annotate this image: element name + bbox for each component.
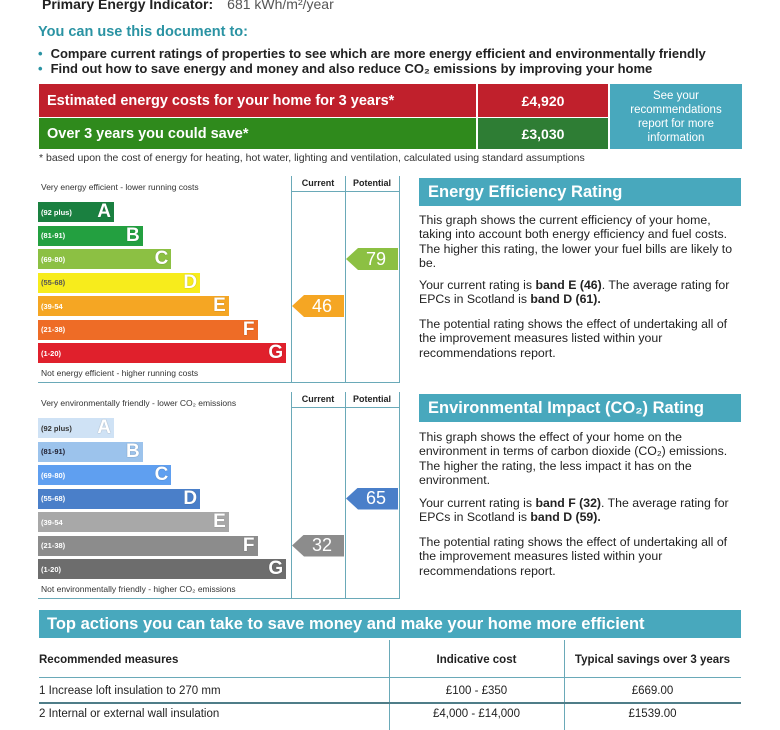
band-range: (92 plus): [41, 423, 72, 433]
band-d: (55-68) D: [38, 487, 201, 509]
ei-potential-note: The potential rating shows the effect of…: [419, 535, 728, 578]
band-range: (81-91): [41, 231, 66, 240]
current-rating-arrow: 46: [292, 295, 344, 317]
potential-rating-arrow: 65: [346, 487, 398, 510]
band-b: (81-91) B: [38, 224, 143, 246]
band-b: (81-91) B: [38, 440, 143, 462]
potential-column-header: Potential: [352, 178, 391, 188]
band-a: (92 plus) A: [38, 201, 114, 222]
table-row: 1 Increase loft insulation to 270 mm £100…: [39, 685, 674, 697]
savings-label: Over 3 years you could save*: [39, 118, 476, 149]
band-letter: B: [125, 224, 140, 246]
band-e: (39-54 E: [38, 511, 229, 532]
band-range: (39-54: [41, 301, 63, 311]
top-actions-banner: Top actions you can take to save money a…: [39, 610, 741, 638]
band-range: (92 plus): [41, 207, 72, 217]
chart-divider: [345, 176, 346, 382]
band-range: (1-20): [41, 564, 62, 574]
band-letter: C: [154, 248, 169, 269]
use-document-heading: You can use this document to:: [38, 24, 248, 40]
environmental-impact-chart: Current Potential Very environmentally fri…: [38, 392, 400, 599]
bottom-caption: Not environmentally friendly - higher CO…: [41, 584, 236, 594]
band-c: (69-80) C: [38, 248, 172, 269]
band-e: (39-54 E: [38, 295, 229, 316]
table-row: 2 Internal or external wall insulation £4…: [39, 708, 677, 720]
band-letter: G: [268, 558, 284, 579]
band-f: (21-38) F: [38, 534, 258, 556]
footnote: * based upon the cost of energy for heat…: [39, 152, 585, 164]
band-letter: F: [242, 534, 255, 556]
band-g: (1-20) G: [38, 342, 287, 363]
band-a: (92 plus) A: [38, 417, 114, 438]
energy-efficiency-heading: Energy Efficiency Rating: [419, 178, 741, 206]
see-recommendations-note[interactable]: See your recommendations report for more…: [610, 84, 742, 149]
chart-divider: [399, 392, 400, 598]
chart-divider: [291, 176, 292, 382]
band-letter: E: [213, 511, 226, 532]
band-letter: D: [183, 487, 198, 509]
current-column-header: Current: [301, 394, 335, 404]
ee-current-rating: Your current rating is band E (46). The …: [419, 278, 730, 307]
top-caption: Very energy efficient - lower running co…: [41, 182, 199, 192]
band-letter: C: [154, 464, 169, 485]
band-range: (39-54: [41, 517, 63, 527]
estimated-costs-value: £4,920: [478, 84, 608, 117]
bullet-item: • Find out how to save energy and money a…: [38, 61, 653, 76]
band-f: (21-38) F: [38, 318, 258, 340]
bullet-item: • Compare current ratings of properties t…: [38, 46, 706, 61]
band-letter: D: [183, 271, 198, 293]
band-d: (55-68) D: [38, 271, 201, 293]
energy-efficiency-chart: Current Potential Very energy efficient - …: [38, 176, 400, 383]
bottom-caption: Not energy efficient - higher running co…: [41, 368, 199, 378]
band-range: (21-38): [41, 541, 66, 550]
potential-rating-arrow: 79: [346, 248, 398, 270]
band-letter: B: [125, 440, 140, 462]
band-range: (81-91): [41, 447, 66, 456]
ee-description: This graph shows the current efficiency …: [419, 213, 733, 270]
band-range: (69-80): [41, 470, 66, 480]
band-letter: E: [213, 295, 226, 316]
ei-current-rating: Your current rating is band F (32). The …: [419, 496, 729, 525]
band-range: (55-68): [41, 278, 66, 287]
header-divider: [291, 407, 400, 408]
band-letter: A: [97, 417, 111, 438]
environmental-impact-heading: Environmental Impact (CO₂) Rating: [419, 394, 741, 422]
band-letter: A: [97, 201, 111, 222]
current-rating-arrow: 32: [292, 534, 344, 557]
band-range: (69-80): [41, 254, 66, 264]
chart-divider: [345, 392, 346, 598]
band-letter: G: [268, 342, 284, 363]
table-header: Recommended measures Indicative cost Typic…: [39, 654, 731, 666]
current-column-header: Current: [301, 178, 335, 188]
band-g: (1-20) G: [38, 558, 287, 579]
savings-value: £3,030: [478, 118, 608, 149]
ei-description: This graph shows the effect of your home…: [419, 430, 728, 487]
header-divider: [291, 191, 400, 192]
estimated-costs-label: Estimated energy costs for your home for…: [39, 84, 476, 117]
ee-potential-note: The potential rating shows the effect of…: [419, 317, 728, 360]
top-caption: Very environmentally friendly - lower CO…: [41, 398, 237, 408]
band-range: (21-38): [41, 325, 66, 334]
chart-divider: [291, 392, 292, 598]
potential-column-header: Potential: [352, 394, 391, 404]
chart-divider: [399, 176, 400, 382]
primary-energy-indicator: Primary Energy Indicator: 681 kWh/m²/year: [42, 0, 334, 12]
band-range: (1-20): [41, 348, 62, 358]
band-letter: F: [242, 318, 255, 340]
band-c: (69-80) C: [38, 464, 172, 485]
band-range: (55-68): [41, 494, 66, 503]
